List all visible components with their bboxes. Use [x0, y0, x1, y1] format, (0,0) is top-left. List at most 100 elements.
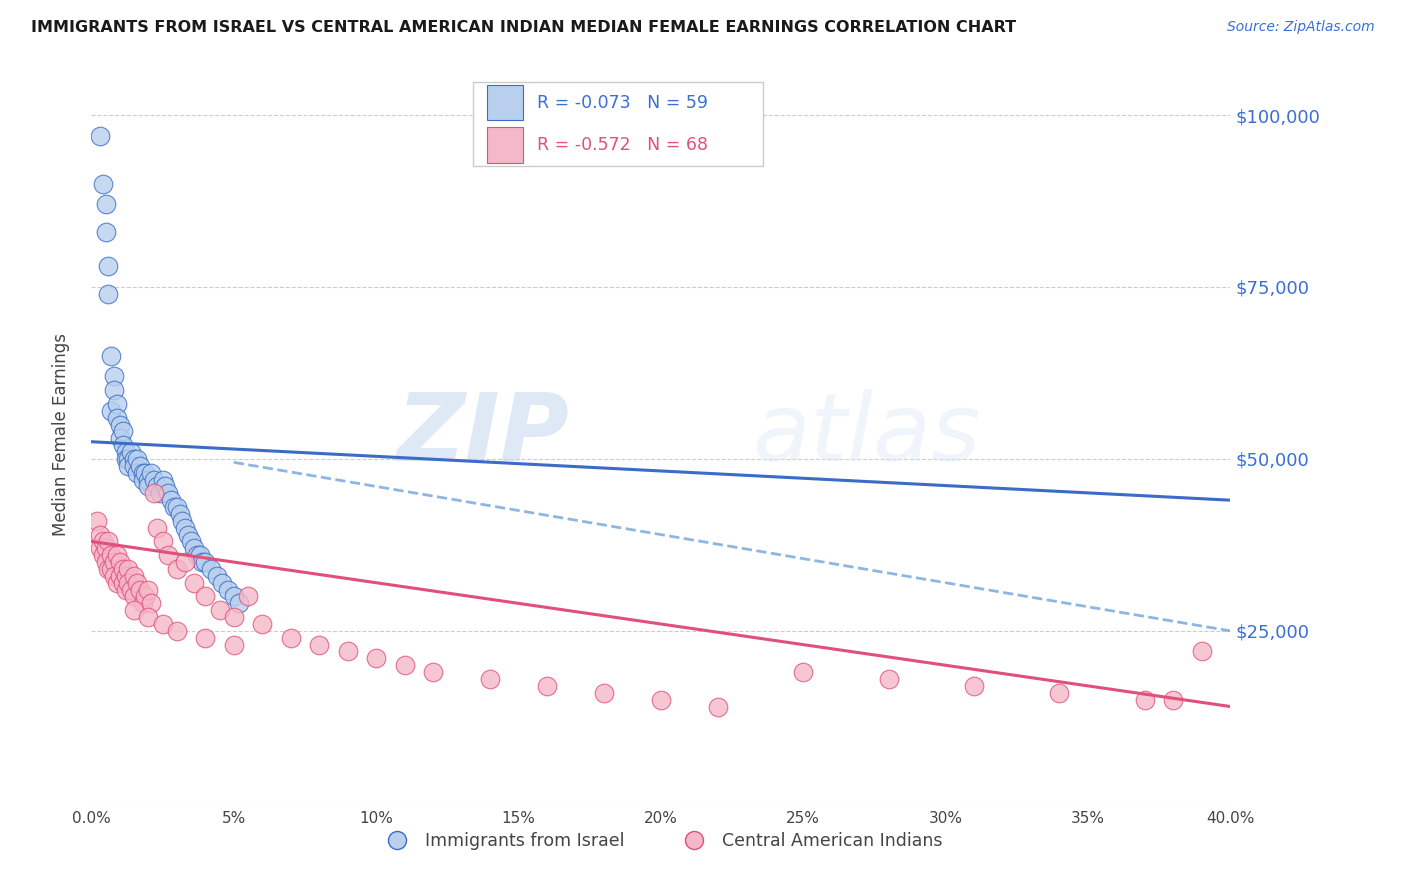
- Point: [122, 603, 145, 617]
- Point: [100, 548, 122, 562]
- Point: [336, 644, 359, 658]
- Point: [186, 548, 208, 562]
- Point: [143, 486, 166, 500]
- Point: [174, 555, 197, 569]
- Y-axis label: Median Female Earnings: Median Female Earnings: [52, 334, 70, 536]
- Point: [91, 548, 114, 562]
- Point: [174, 521, 197, 535]
- Point: [394, 658, 416, 673]
- Point: [89, 128, 111, 143]
- Text: atlas: atlas: [752, 389, 980, 481]
- Point: [94, 555, 117, 569]
- Text: ZIP: ZIP: [396, 389, 569, 481]
- Point: [188, 548, 211, 562]
- Point: [155, 479, 177, 493]
- Point: [125, 466, 148, 480]
- Point: [131, 473, 153, 487]
- Point: [117, 575, 139, 590]
- Point: [105, 397, 128, 411]
- Point: [478, 672, 502, 686]
- Point: [177, 527, 200, 541]
- Point: [166, 500, 188, 514]
- Point: [111, 438, 134, 452]
- Point: [236, 590, 259, 604]
- Point: [536, 679, 558, 693]
- Text: R = -0.073   N = 59: R = -0.073 N = 59: [537, 94, 707, 112]
- Point: [103, 383, 125, 397]
- Point: [97, 562, 120, 576]
- Point: [134, 466, 156, 480]
- Point: [166, 624, 188, 638]
- Point: [114, 451, 136, 466]
- Point: [125, 451, 148, 466]
- Point: [250, 617, 273, 632]
- Point: [108, 555, 131, 569]
- FancyBboxPatch shape: [472, 81, 763, 166]
- Point: [157, 548, 180, 562]
- Point: [172, 514, 194, 528]
- Point: [163, 500, 186, 514]
- Point: [105, 410, 128, 425]
- Point: [422, 665, 444, 680]
- Point: [146, 521, 169, 535]
- Point: [131, 466, 153, 480]
- Point: [211, 575, 233, 590]
- Point: [128, 582, 150, 597]
- Point: [143, 473, 166, 487]
- Point: [138, 582, 160, 597]
- Point: [111, 562, 134, 576]
- Point: [125, 575, 148, 590]
- Point: [91, 177, 114, 191]
- Point: [108, 431, 131, 445]
- Point: [180, 534, 202, 549]
- Point: [108, 417, 131, 432]
- Point: [222, 610, 245, 624]
- Point: [228, 596, 250, 610]
- Point: [208, 603, 231, 617]
- Point: [593, 686, 616, 700]
- Point: [650, 692, 672, 706]
- Point: [217, 582, 239, 597]
- Point: [1049, 686, 1071, 700]
- Point: [94, 225, 117, 239]
- Point: [166, 562, 188, 576]
- Point: [117, 562, 139, 576]
- Point: [141, 466, 163, 480]
- Point: [1133, 692, 1156, 706]
- Point: [122, 451, 145, 466]
- Point: [364, 651, 387, 665]
- Point: [138, 473, 160, 487]
- Point: [200, 562, 222, 576]
- Point: [122, 590, 145, 604]
- Point: [100, 404, 122, 418]
- Text: IMMIGRANTS FROM ISRAEL VS CENTRAL AMERICAN INDIAN MEDIAN FEMALE EARNINGS CORRELA: IMMIGRANTS FROM ISRAEL VS CENTRAL AMERIC…: [31, 20, 1017, 35]
- Point: [103, 555, 125, 569]
- Point: [111, 575, 134, 590]
- Point: [100, 349, 122, 363]
- Bar: [486, 85, 523, 120]
- Point: [128, 458, 150, 473]
- Point: [183, 575, 205, 590]
- Point: [963, 679, 986, 693]
- Point: [94, 197, 117, 211]
- Point: [169, 507, 191, 521]
- Point: [89, 527, 111, 541]
- Text: Source: ZipAtlas.com: Source: ZipAtlas.com: [1227, 20, 1375, 34]
- Point: [191, 555, 214, 569]
- Point: [160, 493, 183, 508]
- Point: [108, 569, 131, 583]
- Point: [152, 473, 174, 487]
- Point: [134, 590, 156, 604]
- Point: [114, 445, 136, 459]
- Point: [222, 590, 245, 604]
- Point: [138, 610, 160, 624]
- Point: [105, 548, 128, 562]
- Point: [114, 582, 136, 597]
- Legend: Immigrants from Israel, Central American Indians: Immigrants from Israel, Central American…: [373, 825, 949, 856]
- Point: [157, 486, 180, 500]
- Point: [103, 369, 125, 384]
- Point: [97, 260, 120, 274]
- Point: [122, 458, 145, 473]
- Point: [194, 555, 217, 569]
- Point: [117, 451, 139, 466]
